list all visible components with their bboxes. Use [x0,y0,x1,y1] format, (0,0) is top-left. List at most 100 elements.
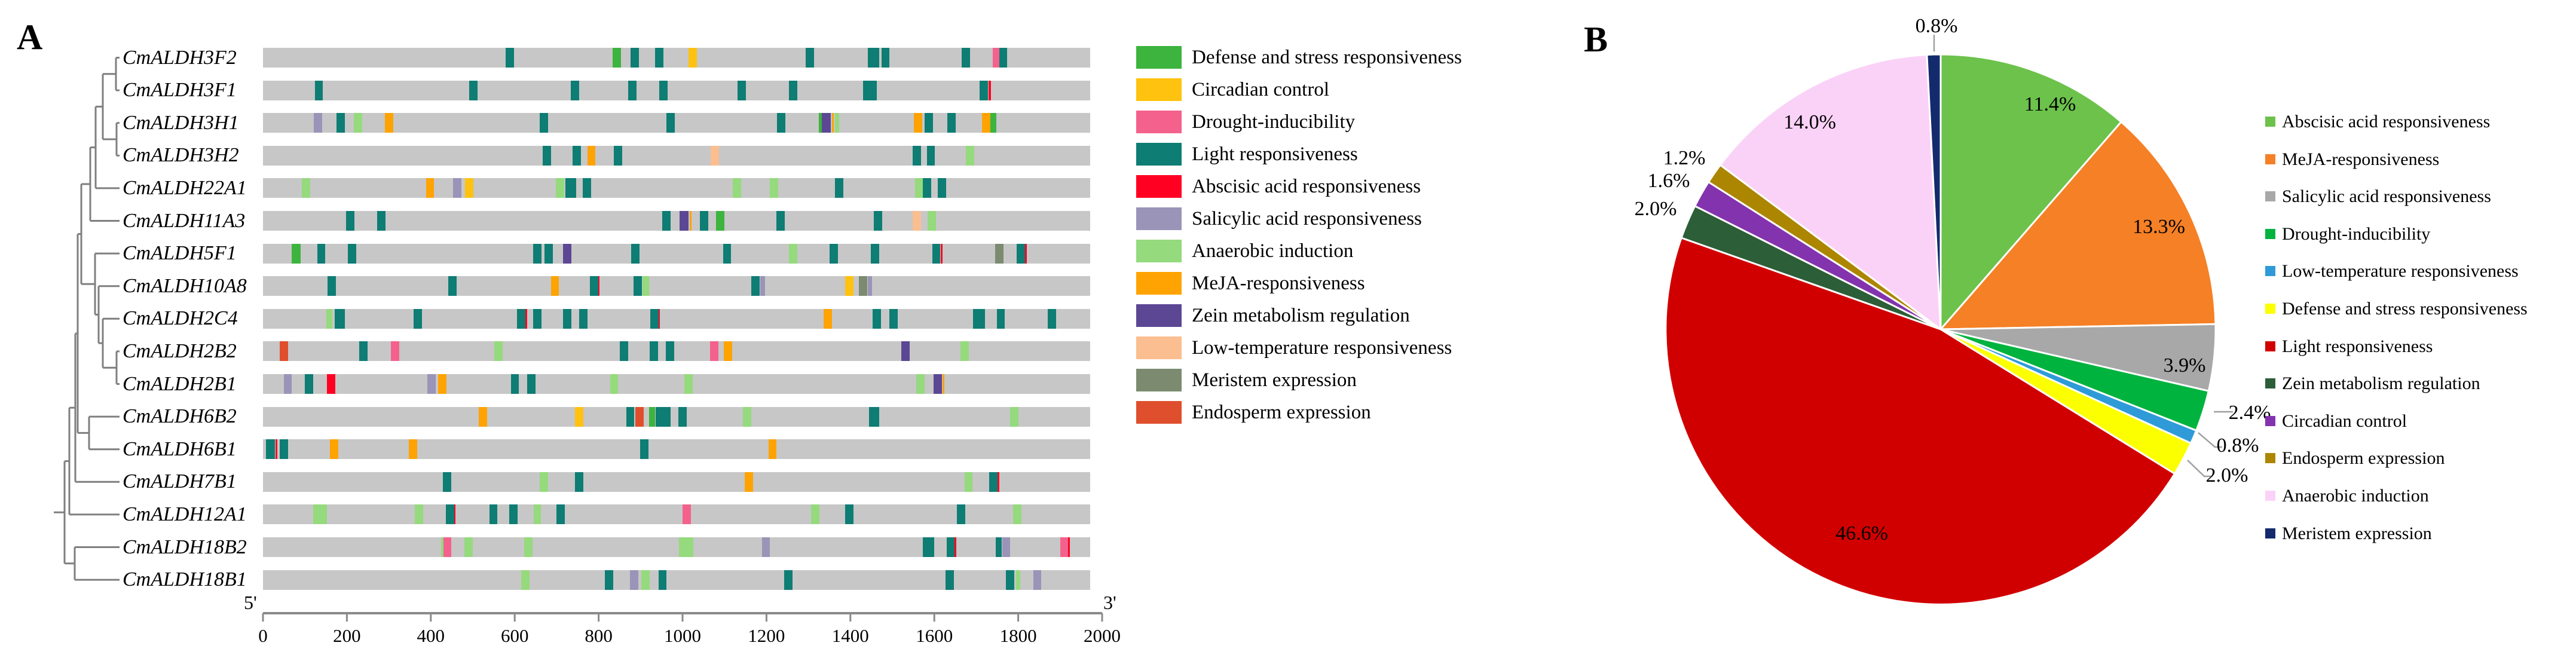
legend-swatch [2265,191,2275,202]
legend-swatch [2265,528,2275,538]
cis-element [543,145,552,166]
legend-label: Abscisic acid responsiveness [2282,112,2491,131]
gene-name: CmALDH3F1 [123,79,237,102]
cis-element [574,472,583,492]
cis-element [314,113,322,133]
legend-item: Defense and stress responsiveness [1136,46,1471,69]
cis-element [658,308,660,329]
legend-item: Zein metabolism regulation [2265,374,2576,394]
legend-item: Light responsiveness [2265,337,2576,355]
promoter-bar [263,145,1090,166]
cis-element [563,243,572,264]
legend-label: Salicylic acid responsiveness [2282,186,2491,207]
cis-element [650,308,659,329]
gene-name: CmALDH7B1 [123,470,237,493]
cis-element [464,178,473,198]
legend-item: Zein metabolism regulation [1136,304,1471,327]
legend-label: Zein metabolism regulation [1192,305,1410,326]
promoter-bar [263,211,1090,231]
legend-item: Low-temperature responsiveness [2265,262,2576,280]
cis-element [679,211,689,231]
promoter-bar [263,406,1090,427]
gene-name: CmALDH12A1 [123,503,247,525]
cis-element [684,374,693,394]
cis-element [863,80,877,100]
cis-element [605,570,614,590]
cis-element [962,48,971,68]
cis-element [954,537,956,557]
cis-element [454,504,456,525]
gene-name: CmALDH11A3 [123,209,246,232]
cis-element [612,48,621,68]
legend-item: Anaerobic induction [2265,486,2576,506]
cis-element [737,80,746,100]
leader-line [2198,432,2222,448]
cis-element [869,406,880,427]
cis-element [527,374,536,394]
legend-item: Defense and stress responsiveness [2265,300,2576,318]
pie-percentage-label: 2.4% [2228,402,2271,424]
legend-item: Circadian control [1136,78,1471,101]
cis-element [539,472,548,492]
cis-element [427,374,436,394]
axis-tick-label: 1800 [999,625,1037,646]
legend-swatch [1136,78,1182,101]
legend-label: Low-temperature responsiveness [1192,337,1452,359]
legend-label: Anaerobic induction [2282,486,2429,506]
cis-element [824,308,833,329]
cis-element [926,145,935,166]
legend-label: Zein metabolism regulation [2282,374,2480,394]
legend-swatch [1136,336,1182,359]
cis-element [678,406,687,427]
gene-name: CmALDH22A1 [123,176,247,199]
cis-element [715,211,724,231]
legend-label: Salicylic acid responsiveness [1192,208,1422,230]
cis-element [662,211,671,231]
cis-element [789,80,798,100]
legend-item: MeJA-responsiveness [2265,149,2576,169]
legend-label: MeJA-responsiveness [2282,149,2440,169]
cis-element [506,48,515,68]
pie-percentage-label: 3.9% [2163,354,2206,377]
cis-element [940,243,943,264]
cis-element [901,341,910,362]
cis-element [317,243,326,264]
cis-element [516,308,525,329]
cis-element [555,178,564,198]
cis-element [640,439,648,460]
cis-element [913,211,921,231]
cis-element [346,211,354,231]
cis-element [1010,406,1019,427]
promoter-bar [263,243,1090,264]
cis-element [723,341,732,362]
cis-element [336,113,345,133]
legend-label: Drought-inducibility [2282,224,2431,244]
cis-element [626,406,635,427]
legend-swatch [1136,46,1182,69]
cis-element [1013,504,1022,525]
cis-element [999,48,1007,68]
legend-label: Anaerobic induction [1192,240,1354,262]
legend-swatch [1136,207,1182,230]
promoter-bar [263,48,1090,68]
cis-element [1002,537,1011,557]
cis-element [922,537,935,557]
cis-element [700,211,709,231]
cis-element [874,211,882,231]
cis-element [443,537,451,557]
cis-element [889,308,898,329]
cis-element [723,243,732,264]
cis-element [280,439,289,460]
legend-label: Meristem expression [1192,369,1357,391]
cis-element [925,113,934,133]
cis-element [631,48,640,68]
cis-element [650,341,658,362]
cis-element [805,48,814,68]
cis-element [635,406,644,427]
cis-element [347,243,356,264]
panel-b-label: B [1584,20,1608,59]
cis-element [620,341,629,362]
legend-label: Defense and stress responsiveness [1192,47,1462,68]
cis-element [283,374,292,394]
cis-element [649,406,655,427]
